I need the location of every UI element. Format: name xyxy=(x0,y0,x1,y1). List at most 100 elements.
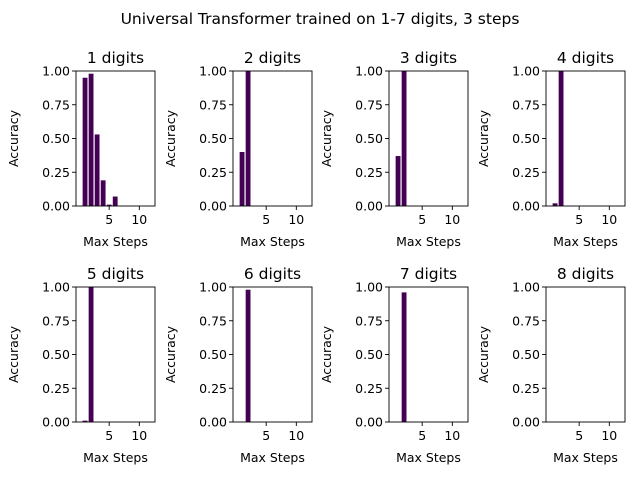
bar-step-3 xyxy=(94,134,100,206)
x-axis-label: Max Steps xyxy=(396,234,461,249)
y-tick-label: 0.75 xyxy=(42,97,70,112)
y-tick-label: 1.00 xyxy=(42,64,70,79)
subplot-title: 6 digits xyxy=(244,265,301,283)
x-tick-label: 10 xyxy=(444,428,460,443)
subplot-8: 0.00 0.25 0.50 0.75 1.00 5 10 8 digits Max Steps… xyxy=(476,265,626,465)
y-tick-label: 0.50 xyxy=(42,347,70,362)
y-tick-label: 0.75 xyxy=(199,97,227,112)
subplot-6: 0.00 0.25 0.50 0.75 1.00 5 10 6 digits Max Steps… xyxy=(163,265,313,465)
y-tick-label: 0.25 xyxy=(199,381,227,396)
y-tick-label: 0.50 xyxy=(199,131,227,146)
x-tick-label: 10 xyxy=(601,212,617,227)
y-tick-label: 0.00 xyxy=(355,199,383,214)
bar-step-1 xyxy=(395,156,401,206)
y-tick-label: 0.50 xyxy=(355,131,383,146)
subplot-5: 0.00 0.25 0.50 0.75 1.00 5 10 5 digits Max Steps… xyxy=(6,265,156,465)
y-axis-label: Accuracy xyxy=(163,325,178,383)
subplot-3: 0.00 0.25 0.50 0.75 1.00 5 10 3 digits Max Steps… xyxy=(319,49,469,249)
y-tick-label: 0.00 xyxy=(42,199,70,214)
y-tick-label: 0.25 xyxy=(512,165,540,180)
y-tick-label: 0.50 xyxy=(42,131,70,146)
subplot-4: 0.00 0.25 0.50 0.75 1.00 5 10 4 digits Max Steps… xyxy=(476,49,626,249)
x-axis-label: Max Steps xyxy=(240,234,305,249)
bar-step-2 xyxy=(401,292,407,422)
subplot-title: 4 digits xyxy=(557,49,614,67)
axes-frame xyxy=(232,286,313,423)
y-tick-label: 0.50 xyxy=(199,347,227,362)
y-tick-label: 0.25 xyxy=(42,165,70,180)
x-axis-label: Max Steps xyxy=(240,450,305,465)
subplot-title: 8 digits xyxy=(557,265,614,283)
y-tick-label: 0.00 xyxy=(355,415,383,430)
x-axis-label: Max Steps xyxy=(83,234,148,249)
y-tick-label: 0.00 xyxy=(199,415,227,430)
y-tick-label: 1.00 xyxy=(355,280,383,295)
x-tick-label: 10 xyxy=(444,212,460,227)
y-tick-label: 0.25 xyxy=(42,381,70,396)
y-tick-label: 0.00 xyxy=(42,415,70,430)
bar-step-2 xyxy=(245,289,251,422)
y-axis-label: Accuracy xyxy=(476,109,491,167)
y-axis-label: Accuracy xyxy=(319,325,334,383)
y-tick-label: 0.75 xyxy=(355,313,383,328)
x-tick-label: 10 xyxy=(288,428,304,443)
bar-step-2 xyxy=(88,287,94,422)
x-tick-label: 5 xyxy=(262,212,270,227)
y-tick-label: 0.75 xyxy=(512,97,540,112)
y-axis-label: Accuracy xyxy=(6,109,21,167)
y-tick-label: 0.25 xyxy=(199,165,227,180)
y-tick-label: 1.00 xyxy=(199,280,227,295)
bar-step-2 xyxy=(558,71,564,206)
x-tick-label: 5 xyxy=(262,428,270,443)
bar-step-2 xyxy=(88,73,94,206)
axes-frame xyxy=(232,70,313,207)
x-axis-label: Max Steps xyxy=(553,450,618,465)
x-tick-label: 5 xyxy=(418,212,426,227)
bar-step-4 xyxy=(100,180,106,206)
y-axis-label: Accuracy xyxy=(476,325,491,383)
x-axis-label: Max Steps xyxy=(83,450,148,465)
bar-step-2 xyxy=(245,71,251,206)
x-tick-label: 10 xyxy=(131,212,147,227)
subplot-title: 7 digits xyxy=(400,265,457,283)
y-tick-label: 0.75 xyxy=(42,313,70,328)
bar-step-1 xyxy=(239,152,245,206)
y-tick-label: 1.00 xyxy=(199,64,227,79)
axes-frame xyxy=(75,70,156,207)
subplot-title: 3 digits xyxy=(400,49,457,67)
axes-frame xyxy=(545,286,626,423)
subplot-1: 0.00 0.25 0.50 0.75 1.00 5 10 1 digits Max Steps… xyxy=(6,49,156,249)
x-axis-label: Max Steps xyxy=(553,234,618,249)
subplot-title: 2 digits xyxy=(244,49,301,67)
x-tick-label: 5 xyxy=(105,212,113,227)
x-tick-label: 5 xyxy=(418,428,426,443)
axes-frame xyxy=(75,286,156,423)
x-tick-label: 10 xyxy=(601,428,617,443)
subplot-2: 0.00 0.25 0.50 0.75 1.00 5 10 2 digits Max Steps… xyxy=(163,49,313,249)
axes-frame xyxy=(545,70,626,207)
subplot-title: 5 digits xyxy=(87,265,144,283)
y-axis-label: Accuracy xyxy=(6,325,21,383)
y-axis-label: Accuracy xyxy=(319,109,334,167)
y-tick-label: 0.25 xyxy=(355,381,383,396)
x-tick-label: 5 xyxy=(105,428,113,443)
x-tick-label: 5 xyxy=(575,212,583,227)
bar-step-5 xyxy=(106,204,112,206)
x-tick-label: 5 xyxy=(575,428,583,443)
x-axis-label: Max Steps xyxy=(396,450,461,465)
subplot-grid: 0.00 0.25 0.50 0.75 1.00 5 10 1 digits Max Steps… xyxy=(6,49,626,465)
y-tick-label: 0.75 xyxy=(355,97,383,112)
y-tick-label: 0.50 xyxy=(512,131,540,146)
y-axis-label: Accuracy xyxy=(163,109,178,167)
x-tick-label: 10 xyxy=(288,212,304,227)
y-tick-label: 0.00 xyxy=(512,415,540,430)
y-tick-label: 0.00 xyxy=(199,199,227,214)
subplot-title: 1 digits xyxy=(87,49,144,67)
y-tick-label: 1.00 xyxy=(512,280,540,295)
y-tick-label: 0.50 xyxy=(512,347,540,362)
bar-step-1 xyxy=(82,77,88,206)
axes-frame xyxy=(388,70,469,207)
y-tick-label: 1.00 xyxy=(42,280,70,295)
bar-step-2 xyxy=(401,71,407,206)
